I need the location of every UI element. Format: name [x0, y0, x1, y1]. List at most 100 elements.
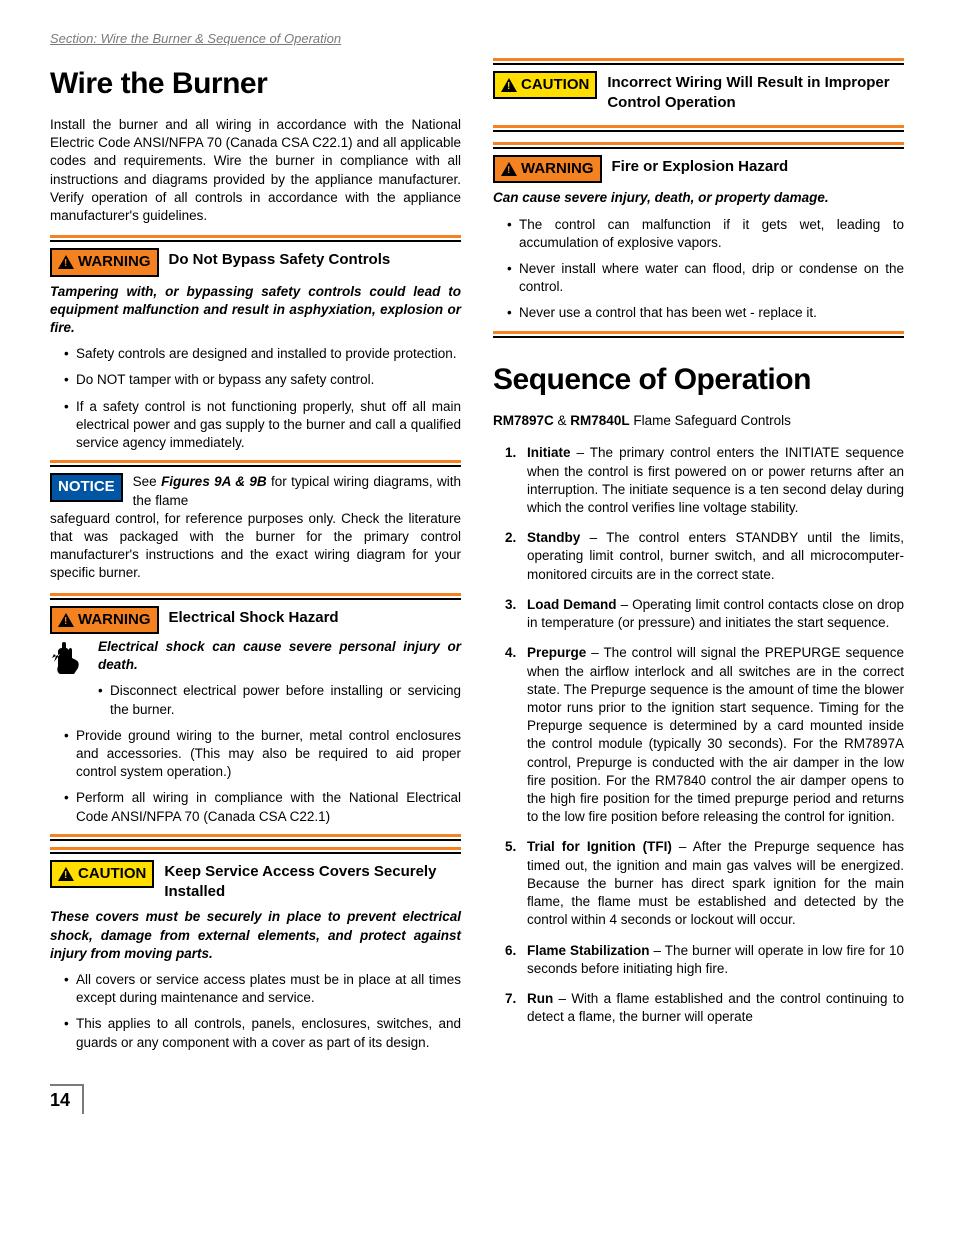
divider-orange [50, 235, 461, 238]
caution-label: CAUTION [78, 864, 146, 884]
warning-shock-row: WARNING Electrical Shock Hazard [50, 606, 461, 634]
divider-black [50, 839, 461, 841]
list-item: Safety controls are designed and install… [64, 345, 461, 363]
left-column: Wire the Burner Install the burner and a… [50, 56, 461, 1060]
divider-orange [493, 125, 904, 128]
caution-wiring-title: Incorrect Wiring Will Result in Improper… [607, 71, 904, 114]
divider-black [50, 465, 461, 467]
warning-bypass-list: Safety controls are designed and install… [50, 345, 461, 452]
list-item: This applies to all controls, panels, en… [64, 1015, 461, 1051]
sequence-steps: Initiate – The primary control enters th… [493, 444, 904, 1026]
step-body: – The control will signal the PREPURGE s… [527, 645, 904, 824]
caution-label: CAUTION [521, 75, 589, 95]
caution-covers-row: CAUTION Keep Service Access Covers Secur… [50, 860, 461, 903]
warning-fire-sub: Can cause severe injury, death, or prope… [493, 189, 904, 207]
divider-orange [493, 58, 904, 61]
warning-label: WARNING [78, 610, 151, 630]
list-item: Disconnect electrical power before insta… [98, 682, 461, 718]
caution-icon: CAUTION [493, 71, 597, 99]
step-body: – The primary control enters the INITIAT… [527, 445, 904, 515]
warning-bypass-title: Do Not Bypass Safety Controls [169, 248, 462, 270]
step-title: Initiate [527, 445, 571, 460]
notice-lead: See [133, 474, 161, 489]
divider-black [50, 852, 461, 854]
two-column-layout: Wire the Burner Install the burner and a… [50, 56, 904, 1060]
model-1: RM7897C [493, 413, 554, 428]
list-item: Never install where water can flood, dri… [507, 260, 904, 296]
caution-icon: CAUTION [50, 860, 154, 888]
divider-orange [493, 331, 904, 334]
step-title: Flame Stabilization [527, 943, 650, 958]
warning-shock-sub: Electrical shock can cause severe person… [98, 638, 461, 674]
notice-text: See Figures 9A & 9B for typical wiring d… [133, 473, 461, 509]
step-item: Standby – The control enters STANDBY unt… [511, 529, 904, 584]
divider-orange [493, 142, 904, 145]
step-item: Trial for Ignition (TFI) – After the Pre… [511, 838, 904, 929]
divider-orange [50, 460, 461, 463]
step-title: Standby [527, 530, 580, 545]
controls-subhead: RM7897C & RM7840L Flame Safeguard Contro… [493, 412, 904, 430]
warning-icon: WARNING [493, 155, 602, 183]
step-item: Run – With a flame established and the c… [511, 990, 904, 1026]
step-item: Load Demand – Operating limit control co… [511, 596, 904, 632]
list-item: If a safety control is not functioning p… [64, 398, 461, 453]
list-item: All covers or service access plates must… [64, 971, 461, 1007]
shock-sub-row: Electrical shock can cause severe person… [50, 638, 461, 727]
page-footer: 14 [50, 1060, 904, 1114]
warning-fire-title: Fire or Explosion Hazard [612, 155, 905, 177]
notice-row: NOTICE See Figures 9A & 9B for typical w… [50, 473, 461, 509]
step-item: Prepurge – The control will signal the P… [511, 644, 904, 826]
divider-orange [50, 834, 461, 837]
notice-icon: NOTICE [50, 473, 123, 501]
divider-orange [50, 847, 461, 850]
list-item: The control can malfunction if it gets w… [507, 216, 904, 252]
warning-icon: WARNING [50, 248, 159, 276]
list-item: Perform all wiring in compliance with th… [64, 789, 461, 825]
caution-covers-title: Keep Service Access Covers Securely Inst… [164, 860, 461, 903]
warning-fire-row: WARNING Fire or Explosion Hazard [493, 155, 904, 183]
divider-black [493, 63, 904, 65]
divider-black [493, 147, 904, 149]
intro-paragraph: Install the burner and all wiring in acc… [50, 116, 461, 225]
notice-figref: Figures 9A & 9B [161, 474, 267, 489]
step-body: – With a flame established and the contr… [527, 991, 904, 1024]
caution-covers-list: All covers or service access plates must… [50, 971, 461, 1052]
list-item: Provide ground wiring to the burner, met… [64, 727, 461, 782]
electric-hand-icon [50, 638, 90, 678]
warning-label: WARNING [78, 252, 151, 272]
section-header: Section: Wire the Burner & Sequence of O… [50, 30, 904, 48]
divider-black [493, 130, 904, 132]
page-number: 14 [50, 1084, 84, 1114]
step-title: Load Demand [527, 597, 617, 612]
divider-black [493, 336, 904, 338]
warning-icon: WARNING [50, 606, 159, 634]
warning-shock-title: Electrical Shock Hazard [169, 606, 462, 628]
warning-fire-list: The control can malfunction if it gets w… [493, 216, 904, 323]
notice-continuation: safeguard control, for reference purpose… [50, 510, 461, 583]
step-title: Prepurge [527, 645, 586, 660]
warning-bypass-row: WARNING Do Not Bypass Safety Controls [50, 248, 461, 276]
warning-bypass-sub: Tampering with, or bypassing safety cont… [50, 283, 461, 338]
model-2: RM7840L [570, 413, 629, 428]
heading-sequence: Sequence of Operation [493, 360, 904, 401]
step-item: Flame Stabilization – The burner will op… [511, 942, 904, 978]
heading-wire-burner: Wire the Burner [50, 64, 461, 105]
divider-black [50, 240, 461, 242]
step-item: Initiate – The primary control enters th… [511, 444, 904, 517]
right-column: CAUTION Incorrect Wiring Will Result in … [493, 56, 904, 1060]
step-body: – The control enters STANDBY until the l… [527, 530, 904, 581]
caution-wiring-row: CAUTION Incorrect Wiring Will Result in … [493, 71, 904, 114]
warning-label: WARNING [521, 159, 594, 179]
divider-orange [50, 593, 461, 596]
step-title: Trial for Ignition (TFI) [527, 839, 672, 854]
caution-covers-sub: These covers must be securely in place t… [50, 908, 461, 963]
shock-text-col: Electrical shock can cause severe person… [98, 638, 461, 727]
divider-black [50, 598, 461, 600]
list-item: Do NOT tamper with or bypass any safety … [64, 371, 461, 389]
warning-shock-list: Provide ground wiring to the burner, met… [50, 727, 461, 826]
shock-first-bullet: Disconnect electrical power before insta… [98, 682, 461, 718]
step-title: Run [527, 991, 553, 1006]
amp: & [554, 413, 571, 428]
subhead-rest: Flame Safeguard Controls [630, 413, 791, 428]
list-item: Never use a control that has been wet - … [507, 304, 904, 322]
